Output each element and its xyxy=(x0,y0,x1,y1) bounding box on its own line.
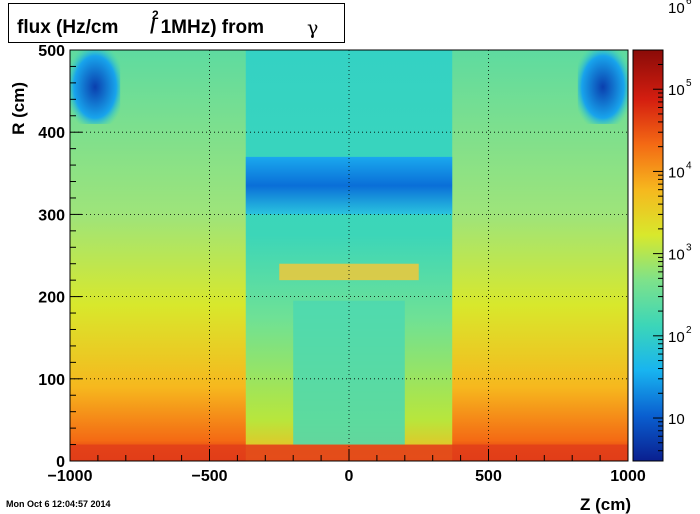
colorbar-tick-label: 10 xyxy=(668,164,685,181)
colorbar-tick-exponent: 6 xyxy=(686,0,692,7)
colorbar-tick-exponent: 3 xyxy=(686,243,692,254)
colorbar xyxy=(632,49,664,462)
y-tick-label: 200 xyxy=(38,290,65,307)
y-tick-label: 300 xyxy=(38,207,65,224)
y-tick-label: 500 xyxy=(38,43,65,60)
heatmap-region-low-band-upper xyxy=(245,156,453,215)
x-tick-label: 1000 xyxy=(610,468,646,485)
x-tick-label: −1000 xyxy=(48,468,93,485)
y-tick-label: 0 xyxy=(56,454,65,471)
y-tick-label: 100 xyxy=(38,372,65,389)
colorbar-tick-label: 10 xyxy=(668,329,685,346)
x-tick-label: 0 xyxy=(345,468,354,485)
y-axis-title: R (cm) xyxy=(9,82,28,135)
chart-title-superscript: 2 xyxy=(152,8,159,22)
colorbar-tick-label: 10 xyxy=(668,411,685,428)
title-box: flux (Hz/cm / 1MHz) from 2 γ xyxy=(8,3,345,43)
x-axis-title: Z (cm) xyxy=(580,495,631,514)
heatmap-region-ring xyxy=(279,263,419,281)
y-tick-label: 400 xyxy=(38,125,65,142)
timestamp: Mon Oct 6 12:04:57 2014 xyxy=(6,499,111,509)
colorbar-tick-label: 10 xyxy=(668,247,685,264)
colorbar-tick-exponent: 2 xyxy=(686,325,692,336)
x-tick-label: 500 xyxy=(475,468,502,485)
x-axis: −1000 −500 0 500 1000 xyxy=(48,449,646,485)
heatmap-area xyxy=(70,50,628,461)
heatmap-region-inner-box xyxy=(293,300,405,445)
colorbar-tick-label: 10 xyxy=(668,82,685,99)
colorbar-tick-label: 10 xyxy=(668,0,685,17)
x-tick-label: −500 xyxy=(191,468,227,485)
heatmap-region-corner-top-left xyxy=(70,50,121,124)
colorbar-tick-exponent: 5 xyxy=(686,78,692,89)
grid xyxy=(70,50,628,461)
colorbar-tick-exponent: 4 xyxy=(686,160,692,171)
y-axis: 0 100 200 300 400 500 xyxy=(38,43,82,471)
heatmap-region-corner-top-right xyxy=(577,50,628,124)
chart-title: flux (Hz/cm / 1MHz) from xyxy=(17,17,265,38)
chart-title-particle: γ xyxy=(307,17,319,39)
